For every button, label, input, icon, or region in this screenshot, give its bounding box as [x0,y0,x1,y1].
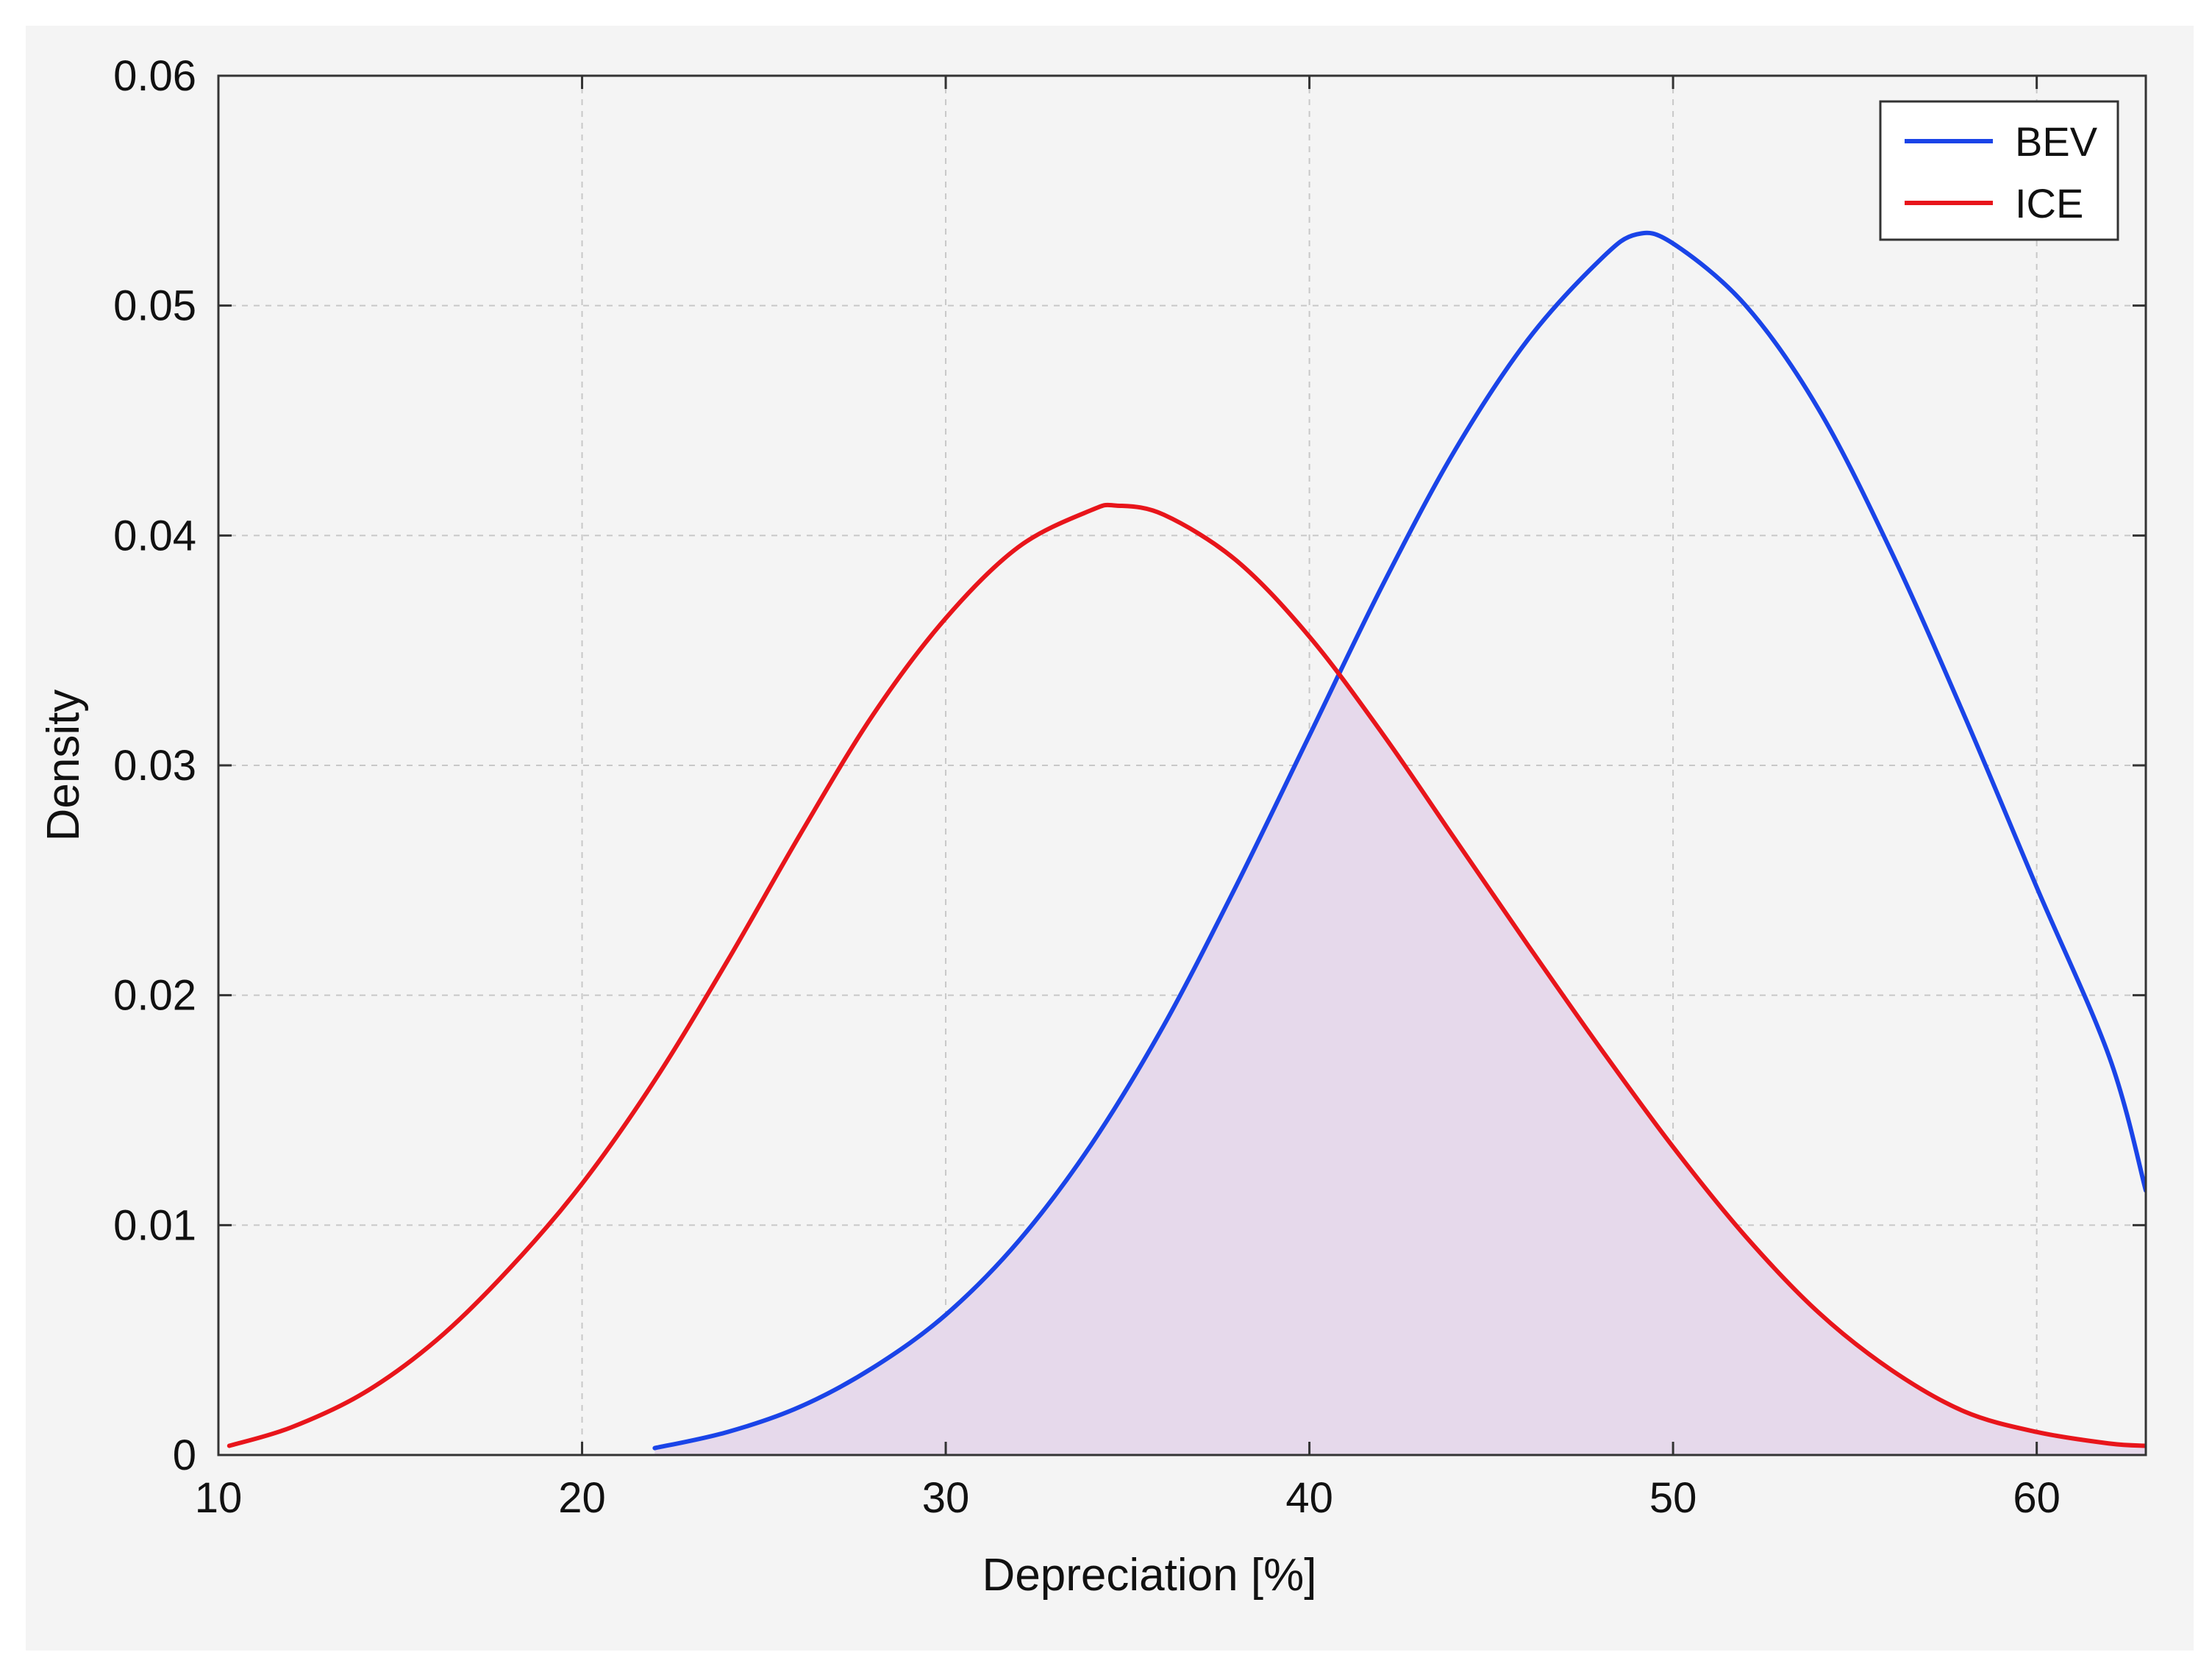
x-tick-label: 20 [558,1474,606,1522]
axis-ticks [217,74,2146,1456]
legend-box [1879,100,2119,241]
chart-figure: 10 20 30 40 50 60 0 0.01 0.02 0.03 0.04 0.05 0.06 De… [26,26,2194,1651]
legend: BEV ICE [1879,100,2119,241]
legend-label-bev: BEV [2015,118,2098,165]
y-tick-label: 0.05 [113,282,196,330]
x-tick-label: 50 [1649,1474,1697,1522]
y-tick-label: 0 [173,1431,196,1479]
y-tick-label: 0.03 [113,742,196,790]
overlap-area [654,678,2146,1455]
y-tick-label: 0.04 [113,512,196,559]
legend-label-ice: ICE [2015,180,2083,226]
x-tick-label: 30 [922,1474,970,1522]
tick-labels: 10 20 30 40 50 60 0 0.01 0.02 0.03 0.04 0.05 0.06 [113,52,2061,1522]
x-tick-label: 10 [195,1474,243,1522]
y-tick-label: 0.01 [113,1201,196,1249]
series-line-bev [652,230,2146,1451]
x-tick-label: 40 [1285,1474,1333,1522]
grid-lines [218,76,2146,1455]
y-tick-label: 0.02 [113,972,196,1020]
x-axis-title: Depreciation [%] [982,1550,1317,1601]
overlap-fill-layer [654,678,2146,1455]
series-layer [226,230,2146,1451]
y-axis-title: Density [38,690,89,842]
x-tick-label: 60 [2013,1474,2061,1522]
series-line-ice [226,502,2146,1448]
chart-svg: 10 20 30 40 50 60 0 0.01 0.02 0.03 0.04 0.05 0.06 De… [38,52,2147,1601]
y-tick-label: 0.06 [113,52,196,100]
